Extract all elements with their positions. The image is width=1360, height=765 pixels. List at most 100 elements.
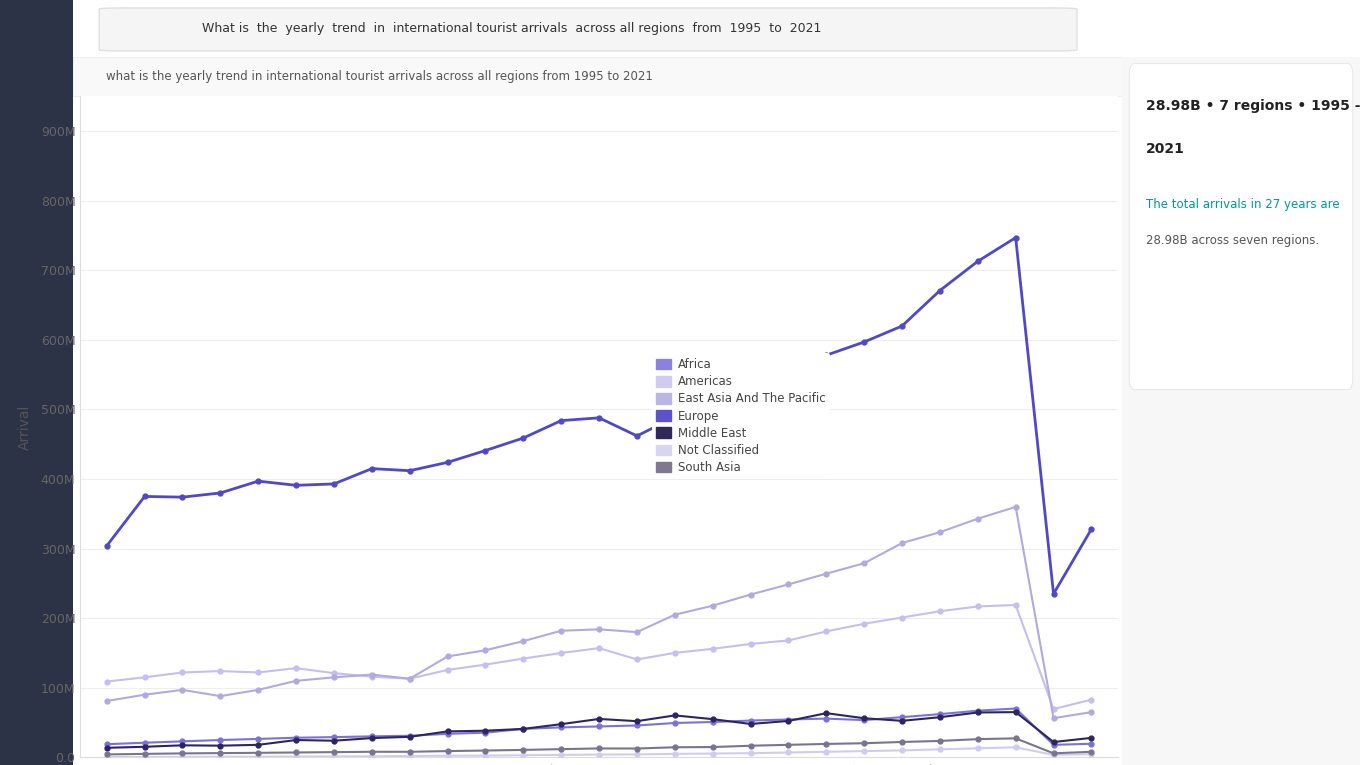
Europe <box>781 361 797 370</box>
Americas <box>326 669 343 678</box>
Middle East <box>212 741 228 750</box>
Africa <box>212 735 228 744</box>
Africa <box>1046 741 1062 750</box>
Europe <box>401 466 418 475</box>
Americas <box>781 636 797 645</box>
Europe <box>1084 525 1100 534</box>
Americas <box>401 674 418 683</box>
Not Classified <box>1008 743 1024 752</box>
Europe <box>743 380 759 389</box>
Line: Americas: Americas <box>105 603 1093 711</box>
Europe <box>363 464 379 474</box>
Americas <box>439 666 456 675</box>
East Asia And The Pacific <box>98 696 114 705</box>
Middle East <box>704 715 721 724</box>
South Asia <box>666 743 683 752</box>
Middle East <box>894 716 910 725</box>
Middle East <box>136 742 152 751</box>
Line: South Asia: South Asia <box>105 736 1093 757</box>
Americas <box>174 668 190 677</box>
Africa <box>1084 739 1100 748</box>
East Asia And The Pacific <box>477 646 494 655</box>
South Asia <box>628 744 645 753</box>
Not Classified <box>819 747 835 757</box>
Not Classified <box>477 751 494 760</box>
Not Classified <box>136 752 152 761</box>
East Asia And The Pacific <box>250 685 267 695</box>
Europe <box>554 416 570 425</box>
Africa <box>515 724 532 734</box>
Europe <box>628 431 645 441</box>
Not Classified <box>250 752 267 761</box>
Africa <box>628 721 645 730</box>
Americas <box>136 672 152 682</box>
East Asia And The Pacific <box>554 626 570 635</box>
Middle East <box>288 735 305 744</box>
Europe <box>855 337 872 347</box>
Africa <box>781 715 797 724</box>
Middle East <box>628 717 645 726</box>
South Asia <box>932 737 948 746</box>
Middle East <box>1046 737 1062 747</box>
South Asia <box>288 748 305 757</box>
South Asia <box>1084 747 1100 757</box>
Americas <box>855 619 872 628</box>
Americas <box>212 666 228 675</box>
Europe <box>212 488 228 497</box>
Africa <box>666 718 683 728</box>
Americas <box>970 602 986 611</box>
East Asia And The Pacific <box>855 558 872 568</box>
Europe <box>174 493 190 502</box>
Americas <box>477 660 494 669</box>
Europe <box>592 413 608 422</box>
Line: Europe: Europe <box>105 235 1093 596</box>
Middle East <box>515 724 532 734</box>
East Asia And The Pacific <box>894 539 910 548</box>
Africa <box>704 718 721 727</box>
South Asia <box>250 748 267 757</box>
FancyBboxPatch shape <box>99 8 1077 51</box>
Not Classified <box>98 753 114 762</box>
Africa <box>894 712 910 721</box>
Not Classified <box>628 750 645 759</box>
East Asia And The Pacific <box>1046 714 1062 723</box>
Middle East <box>401 732 418 741</box>
East Asia And The Pacific <box>363 670 379 679</box>
Legend: Africa, Americas, East Asia And The Pacific, Europe, Middle East, Not Classified: Africa, Americas, East Asia And The Paci… <box>651 353 830 479</box>
Africa <box>174 737 190 746</box>
Not Classified <box>288 752 305 761</box>
East Asia And The Pacific <box>515 636 532 646</box>
Americas <box>932 607 948 616</box>
Americas <box>554 649 570 658</box>
Europe <box>970 257 986 266</box>
Middle East <box>970 708 986 717</box>
Americas <box>98 677 114 686</box>
Americas <box>819 627 835 636</box>
Africa <box>439 729 456 738</box>
East Asia And The Pacific <box>666 610 683 620</box>
South Asia <box>212 748 228 757</box>
Middle East <box>932 713 948 722</box>
Middle East <box>1084 734 1100 743</box>
East Asia And The Pacific <box>1084 708 1100 717</box>
South Asia <box>743 741 759 750</box>
Europe <box>288 480 305 490</box>
Not Classified <box>970 744 986 753</box>
Americas <box>894 613 910 622</box>
Africa <box>98 740 114 749</box>
Americas <box>1008 601 1024 610</box>
Africa <box>819 714 835 723</box>
Europe <box>515 434 532 443</box>
East Asia And The Pacific <box>1008 503 1024 512</box>
Africa <box>592 722 608 731</box>
Africa <box>477 728 494 737</box>
Americas <box>1084 695 1100 705</box>
Americas <box>250 668 267 677</box>
Europe <box>894 321 910 330</box>
East Asia And The Pacific <box>704 601 721 610</box>
Line: Not Classified: Not Classified <box>105 745 1093 760</box>
South Asia <box>1046 749 1062 758</box>
South Asia <box>439 747 456 756</box>
Middle East <box>439 727 456 736</box>
Not Classified <box>1084 750 1100 759</box>
